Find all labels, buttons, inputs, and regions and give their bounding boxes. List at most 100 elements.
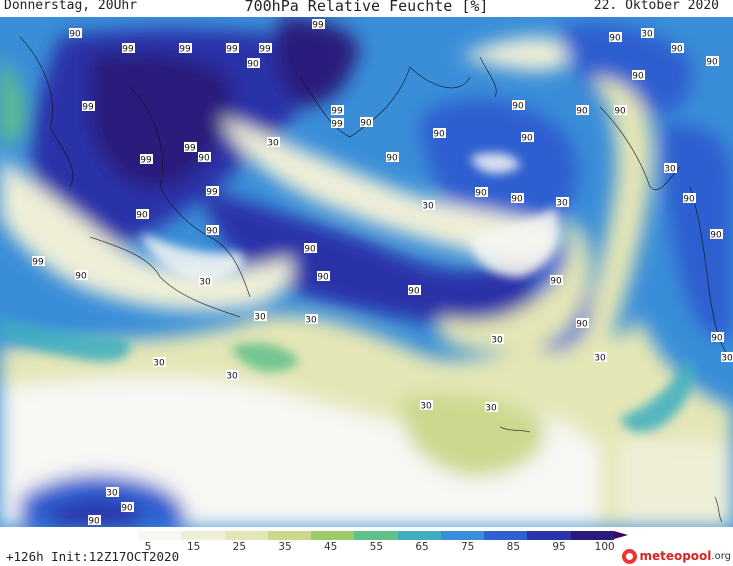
contour-label: 99 — [226, 43, 239, 55]
contour-label: 99 — [32, 256, 45, 268]
header-bar: Donnerstag, 20Uhr 700hPa Relative Feucht… — [0, 0, 733, 17]
contour-label: 90 — [512, 100, 525, 112]
contour-label: 90 — [609, 32, 622, 44]
colorbar-tick-label: 65 — [415, 541, 429, 553]
contour-label: 90 — [247, 58, 260, 70]
colorbar-tick-label: 25 — [232, 541, 247, 553]
contour-label: 99 — [312, 19, 325, 31]
colorbar-tick-label: 75 — [460, 541, 475, 553]
svg-text:99: 99 — [122, 45, 134, 55]
svg-text:30: 30 — [420, 402, 432, 412]
forecast-day-label: Donnerstag, 20Uhr — [4, 0, 138, 13]
contour-label: 90 — [511, 193, 524, 205]
svg-text:30: 30 — [199, 278, 211, 288]
contour-label: 90 — [711, 332, 724, 344]
colorbar-swatch — [138, 531, 182, 540]
svg-text:30: 30 — [594, 354, 606, 364]
colorbar-swatch — [311, 531, 355, 540]
svg-text:99: 99 — [331, 120, 343, 130]
contour-label: 30 — [420, 400, 433, 412]
svg-text:99: 99 — [206, 188, 218, 198]
logo-icon — [622, 548, 638, 564]
contour-label: 99 — [331, 118, 344, 130]
svg-text:90: 90 — [683, 195, 695, 205]
contour-label: 99 — [179, 43, 192, 55]
contour-label: 99 — [206, 186, 219, 198]
svg-text:90: 90 — [512, 102, 524, 112]
contour-label: 30 — [422, 200, 435, 212]
contour-label: 90 — [521, 132, 534, 144]
contour-label: 90 — [710, 229, 723, 241]
contour-label: 30 — [721, 352, 733, 364]
contour-label: 90 — [706, 56, 719, 68]
colorbar-tick-label: 5 — [144, 541, 152, 553]
svg-text:99: 99 — [184, 144, 196, 154]
svg-text:90: 90 — [69, 30, 81, 40]
contour-label: 90 — [671, 43, 684, 55]
svg-text:30: 30 — [664, 165, 676, 175]
humidity-map: 90 99 99 99 99 90 99 90 30 90 90 90 99 99 99 90 90 90 90 90… — [0, 17, 733, 527]
svg-text:99: 99 — [179, 45, 191, 55]
svg-text:90: 90 — [136, 211, 148, 221]
contour-label: 90 — [683, 193, 696, 205]
contour-label: 90 — [75, 270, 88, 282]
svg-text:99: 99 — [259, 45, 271, 55]
colorbar-tick-label: 15 — [186, 541, 201, 553]
svg-text:30: 30 — [721, 354, 733, 364]
svg-text:90: 90 — [121, 504, 133, 514]
svg-text:30: 30 — [556, 199, 568, 209]
contour-label: 90 — [408, 285, 421, 297]
contour-label: 30 — [491, 334, 504, 346]
svg-text:30: 30 — [491, 336, 503, 346]
contour-label: 90 — [360, 117, 373, 129]
contour-label: 90 — [576, 105, 589, 117]
svg-text:90: 90 — [632, 72, 644, 82]
contour-label: 30 — [153, 357, 166, 369]
contour-label: 90 — [614, 105, 627, 117]
svg-text:30: 30 — [254, 313, 266, 323]
svg-text:90: 90 — [386, 154, 398, 164]
contour-label: 99 — [331, 105, 344, 117]
footer-bar: 5 15 25 35 45 55 65 75 85 95 100 +126h Init:12Z17O… — [0, 527, 733, 566]
svg-text:90: 90 — [317, 273, 329, 283]
logo-suffix: .org — [711, 550, 731, 562]
svg-text:90: 90 — [706, 58, 718, 68]
svg-text:30: 30 — [267, 139, 279, 149]
svg-text:30: 30 — [153, 359, 165, 369]
contour-label: 99 — [259, 43, 272, 55]
svg-text:30: 30 — [641, 30, 653, 40]
contour-label: 30 — [267, 137, 280, 149]
svg-text:90: 90 — [550, 277, 562, 287]
meteopool-logo[interactable]: meteopool .org — [622, 547, 731, 565]
svg-text:90: 90 — [614, 107, 626, 117]
forecast-date-label: 22. Oktober 2020 — [593, 0, 719, 13]
contour-label: 90 — [88, 515, 101, 527]
colorbar-swatch — [440, 531, 485, 540]
contour-label: 90 — [206, 225, 219, 237]
contour-label: 90 — [576, 318, 589, 330]
contour-label: 99 — [122, 43, 135, 55]
contour-label: 30 — [199, 276, 212, 288]
contour-label: 90 — [69, 28, 82, 40]
coastlines — [19, 36, 731, 523]
colorbar-swatch — [181, 531, 225, 540]
contour-label: 30 — [641, 28, 654, 40]
svg-text:99: 99 — [226, 45, 238, 55]
svg-text:90: 90 — [247, 60, 259, 70]
contour-label: 99 — [140, 154, 153, 166]
colorbar-swatch — [397, 531, 441, 540]
colorbar — [138, 531, 614, 540]
contour-label: 30 — [106, 487, 119, 499]
svg-text:30: 30 — [485, 404, 497, 414]
svg-text:99: 99 — [312, 21, 324, 31]
contour-label: 90 — [198, 152, 211, 164]
contour-label: 90 — [317, 271, 330, 283]
colorbar-tick-label: 95 — [552, 541, 566, 553]
svg-text:90: 90 — [475, 189, 487, 199]
contour-label: 99 — [184, 142, 197, 154]
svg-text:99: 99 — [82, 103, 94, 113]
colorbar-swatch — [570, 531, 614, 540]
svg-text:90: 90 — [710, 231, 722, 241]
